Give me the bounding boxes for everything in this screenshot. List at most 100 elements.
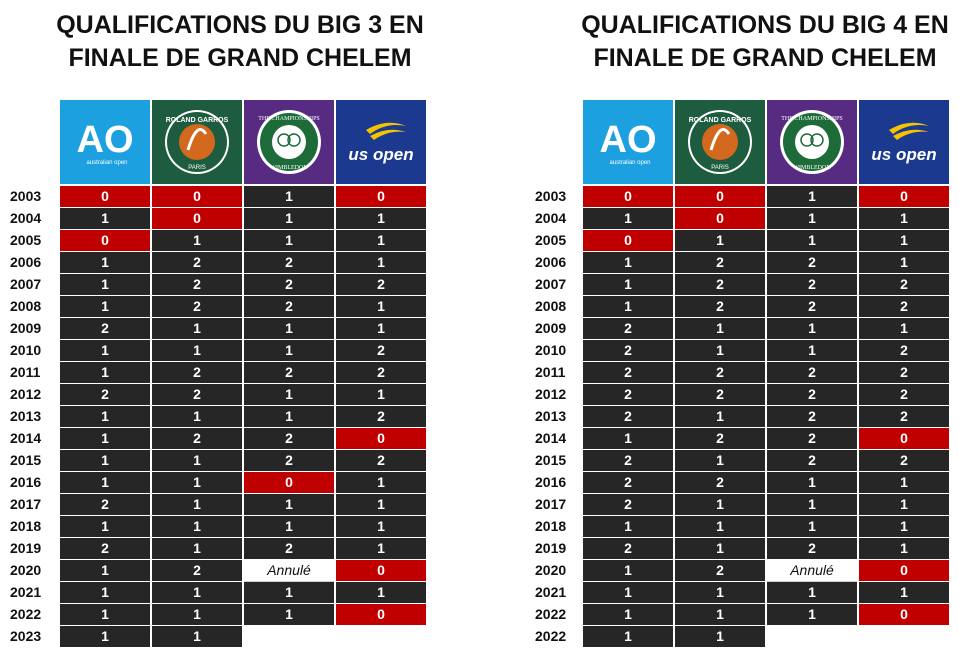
ao-logo-text: AO xyxy=(77,119,134,161)
cell-value: 2 xyxy=(767,428,857,449)
cell-value: 0 xyxy=(336,604,426,625)
year-label: 2015 xyxy=(10,452,42,468)
cell-value: 2 xyxy=(152,428,242,449)
cell-value: 1 xyxy=(767,516,857,537)
year-label: 2011 xyxy=(10,364,41,380)
cell-value: 2 xyxy=(583,450,673,471)
year-label: 2019 xyxy=(535,540,567,556)
cell-value: 2 xyxy=(244,538,334,559)
ao-logo-sub: australian open xyxy=(86,160,127,166)
cell-value: 0 xyxy=(675,208,765,229)
cell-value: 2 xyxy=(583,472,673,493)
cell-value: 1 xyxy=(60,472,150,493)
cell-value: 1 xyxy=(767,318,857,339)
cell-value: 2 xyxy=(244,274,334,295)
cell-value: 1 xyxy=(767,494,857,515)
year-label: 2009 xyxy=(10,320,42,336)
year-label: 2019 xyxy=(10,540,42,556)
ao-logo-sub: australian open xyxy=(609,160,650,166)
cell-value: 1 xyxy=(767,604,857,625)
year-label: 2008 xyxy=(10,298,42,314)
cell-value: 1 xyxy=(244,494,334,515)
cell-value: 2 xyxy=(859,340,949,361)
cell-value: 1 xyxy=(583,516,673,537)
cell-value: 2 xyxy=(152,252,242,273)
year-label: 2013 xyxy=(535,408,567,424)
year-label: 2022 xyxy=(535,628,567,644)
cell-value: 1 xyxy=(336,516,426,537)
cell-value: 1 xyxy=(336,296,426,317)
year-label: 2011 xyxy=(535,364,566,380)
cell-value: 1 xyxy=(336,384,426,405)
cell-value: 2 xyxy=(336,340,426,361)
cell-value: 1 xyxy=(336,582,426,603)
cell-value: 2 xyxy=(675,362,765,383)
cell-value: 2 xyxy=(244,450,334,471)
year-label: 2007 xyxy=(535,276,567,292)
year-label: 2007 xyxy=(10,276,42,292)
cell-value: 2 xyxy=(60,318,150,339)
year-label: 2014 xyxy=(10,430,42,446)
cell-value: 1 xyxy=(60,604,150,625)
cell-value: 2 xyxy=(583,384,673,405)
australian-open-logo: AO australian open xyxy=(583,100,673,184)
cell-value: 1 xyxy=(675,318,765,339)
cell-value: 1 xyxy=(60,428,150,449)
cell-value: 2 xyxy=(767,362,857,383)
cell-value: 2 xyxy=(583,318,673,339)
cell-value: 0 xyxy=(859,604,949,625)
cell-value: 2 xyxy=(583,406,673,427)
wimbledon-logo-text: THE CHAMPIONSHIPS xyxy=(258,116,320,122)
cell-value: 1 xyxy=(675,494,765,515)
year-label: 2012 xyxy=(10,386,42,402)
cell-value: 0 xyxy=(859,428,949,449)
cell-value: 2 xyxy=(675,384,765,405)
cell-value: 2 xyxy=(60,384,150,405)
wimbledon-logo-text: THE CHAMPIONSHIPS xyxy=(781,116,843,122)
cell-value: 0 xyxy=(675,186,765,207)
cell-value: 1 xyxy=(60,626,150,647)
cell-value: 2 xyxy=(767,384,857,405)
cell-value: 1 xyxy=(244,186,334,207)
cell-value: 1 xyxy=(336,252,426,273)
cell-value: 1 xyxy=(152,472,242,493)
year-label: 2008 xyxy=(535,298,567,314)
cell-value: 1 xyxy=(60,406,150,427)
year-label: 2006 xyxy=(10,254,42,270)
cell-value: 1 xyxy=(675,406,765,427)
cell-value: 1 xyxy=(152,230,242,251)
cell-value: Annulé xyxy=(244,560,334,582)
title-line: QUALIFICATIONS DU BIG 4 EN xyxy=(581,11,949,39)
cell-value: 1 xyxy=(859,318,949,339)
cell-value: 1 xyxy=(675,230,765,251)
cell-value: 1 xyxy=(244,208,334,229)
cell-value: Annulé xyxy=(767,560,857,582)
us-open-logo: us open xyxy=(859,100,949,184)
cell-value: 1 xyxy=(244,516,334,537)
year-label: 2022 xyxy=(535,606,567,622)
cell-value: 1 xyxy=(244,340,334,361)
cell-value: 1 xyxy=(152,406,242,427)
cell-value: 2 xyxy=(583,340,673,361)
cell-value: 0 xyxy=(244,472,334,493)
cell-value: 2 xyxy=(336,406,426,427)
ao-logo-text: AO xyxy=(600,119,657,161)
cell-value: 2 xyxy=(583,362,673,383)
cell-value: 1 xyxy=(675,582,765,603)
year-label: 2003 xyxy=(10,188,42,204)
year-label: 2010 xyxy=(10,342,42,358)
cell-value: 1 xyxy=(583,582,673,603)
cell-value: 1 xyxy=(583,252,673,273)
cell-value: 1 xyxy=(152,450,242,471)
chart-title: QUALIFICATIONS DU BIG 3 EN FINALE DE GRAN… xyxy=(45,9,435,75)
cell-value: 1 xyxy=(675,604,765,625)
cell-value: 1 xyxy=(244,582,334,603)
cell-value: 2 xyxy=(336,274,426,295)
usopen-logo-text: us open xyxy=(871,145,936,164)
cell-value: 2 xyxy=(767,450,857,471)
cell-value: 2 xyxy=(336,450,426,471)
cell-value: 1 xyxy=(60,208,150,229)
cell-value: 0 xyxy=(583,186,673,207)
year-label: 2009 xyxy=(535,320,567,336)
cell-value: 2 xyxy=(675,252,765,273)
